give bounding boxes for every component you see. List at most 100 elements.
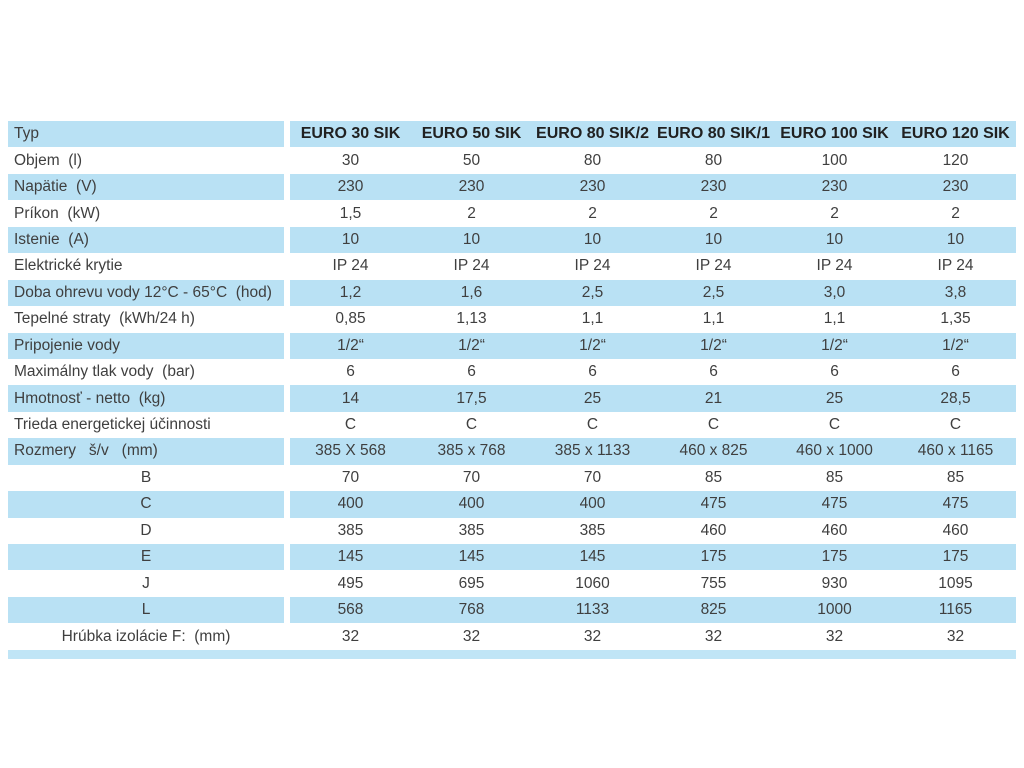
row-label: L (8, 596, 284, 624)
table-cell: 21 (704, 389, 723, 407)
table-cell: 25 (825, 389, 844, 407)
row-label: Trieda energetickej účinnosti (14, 416, 211, 434)
row-label: Tepelné straty (kWh/24 h) (14, 310, 195, 328)
table-cell: 32 (704, 627, 723, 645)
table-cell: 460 x 825 (679, 442, 748, 460)
table-cell: 400 (458, 495, 485, 513)
table-bottom-strip (8, 650, 1016, 659)
table-row: Maximálny tlak vody (bar) 6 6 6 6 6 6 (8, 358, 1016, 386)
row-cells: 385 X 568 385 x 768 385 x 1133 460 x 825 460… (290, 438, 1016, 465)
table-cell: 85 (825, 468, 844, 486)
table-cell: 1/2“ (579, 336, 606, 354)
table-cell: 145 (579, 548, 606, 566)
table-row: Pripojenie vody 1/2“ 1/2“ 1/2“ 1/2“ 1/2“ 1/2“ (8, 332, 1016, 359)
table-cell: 230 (458, 178, 485, 196)
table-row: E 145 145 145 175 175 175 (8, 544, 1016, 571)
table-cell: 10 (583, 230, 602, 248)
table-cell: 85 (704, 468, 723, 486)
row-label: Maximálny tlak vody (bar) (14, 363, 195, 381)
table-cell: 3,0 (823, 283, 846, 301)
table-cell: 385 (579, 521, 606, 539)
table-cell: 10 (825, 230, 844, 248)
table-cell: 400 (337, 495, 364, 513)
table-cell: 385 x 1133 (554, 442, 631, 460)
row-label: C (8, 491, 284, 518)
table-cell: C (707, 416, 720, 434)
table-cell: 1,5 (339, 204, 362, 222)
table-cell: 10 (462, 230, 481, 248)
table-row: Objem (l) 30 50 80 80 100 120 (8, 147, 1016, 174)
table-cell: 28,5 (940, 389, 971, 407)
table-cell: 385 (337, 521, 364, 539)
row-label: Pripojenie vody (8, 332, 284, 359)
table-cell: 475 (942, 495, 969, 513)
table-cell: 6 (830, 363, 839, 381)
table-cell: 1095 (938, 574, 973, 592)
row-label: Napätie (V) (8, 173, 284, 201)
row-cells: 385 385 385 460 460 460 (290, 518, 1016, 544)
table-cell: 1133 (575, 601, 610, 619)
table-cell: 175 (700, 548, 727, 566)
row-cells: 230 230 230 230 230 230 (290, 173, 1016, 201)
table-cell: IP 24 (574, 257, 611, 275)
table-cell: 1,2 (339, 283, 362, 301)
table-cell: 460 (700, 521, 727, 539)
table-cell: 2 (467, 204, 476, 222)
table-row: Doba ohrevu vody 12°C - 65°C (hod) 1,2 1,6… (8, 279, 1016, 307)
table-cell: 768 (458, 601, 485, 619)
table-cell: 100 (821, 151, 848, 169)
table-cell: 1/2“ (458, 336, 485, 354)
table-cell: 17,5 (456, 389, 487, 407)
table-cell: 6 (709, 363, 718, 381)
row-cells: IP 24 IP 24 IP 24 IP 24 IP 24 IP 24 (290, 253, 1016, 279)
row-cells: 70 70 70 85 85 85 (290, 465, 1016, 491)
row-cells: 30 50 80 80 100 120 (290, 147, 1016, 173)
table-cell: IP 24 (816, 257, 853, 275)
table-cell: 568 (337, 601, 364, 619)
table-cell: 1/2“ (821, 336, 848, 354)
table-cell: 1/2“ (942, 336, 969, 354)
table-cell: 70 (583, 468, 602, 486)
table-cell: 3,8 (944, 283, 967, 301)
table-row: Napätie (V) 230 230 230 230 230 230 (8, 173, 1016, 201)
table-cell: C (586, 416, 599, 434)
table-cell: 1,1 (823, 310, 846, 328)
table-cell: 6 (346, 363, 355, 381)
column-header: EURO 30 SIK (300, 125, 401, 143)
row-cells: 14 17,5 25 21 25 28,5 (290, 385, 1016, 412)
row-label: Istenie (A) (8, 226, 284, 254)
row-label: Doba ohrevu vody 12°C - 65°C (hod) (8, 279, 284, 307)
table-cell: IP 24 (695, 257, 732, 275)
table-cell: 2,5 (581, 283, 604, 301)
table-row: L 568 768 1133 825 1000 1165 (8, 596, 1016, 624)
table-cell: 2 (951, 204, 960, 222)
table-cell: 70 (462, 468, 481, 486)
row-cells: 495 695 1060 755 930 1095 (290, 570, 1016, 596)
table-row: Elektrické krytie IP 24 IP 24 IP 24 IP 24 IP … (8, 253, 1016, 280)
table-cell: 32 (583, 627, 602, 645)
table-cell: 1000 (817, 601, 852, 619)
row-cells: 0,85 1,13 1,1 1,1 1,1 1,35 (290, 306, 1016, 332)
row-label: B (140, 468, 152, 486)
table-cell: C (465, 416, 478, 434)
row-label: Hrúbka izolácie F: (mm) (61, 627, 231, 645)
table-cell: 80 (583, 151, 602, 169)
table-cell: 385 x 768 (437, 442, 506, 460)
table-cell: 80 (704, 151, 723, 169)
table-cell: 495 (337, 574, 364, 592)
table-cell: 230 (579, 178, 606, 196)
table-row: B 70 70 70 85 85 85 (8, 464, 1016, 492)
table-cell: 30 (341, 151, 360, 169)
table-cell: 70 (341, 468, 360, 486)
table-cell: 695 (458, 574, 485, 592)
row-label: D (140, 521, 152, 539)
table-cell: C (344, 416, 357, 434)
row-cells: 32 32 32 32 32 32 (290, 623, 1016, 649)
table-cell: C (828, 416, 841, 434)
table-row: C 400 400 400 475 475 475 (8, 491, 1016, 518)
table-cell: 2 (709, 204, 718, 222)
table-cell: 230 (337, 178, 364, 196)
table-row: Tepelné straty (kWh/24 h) 0,85 1,13 1,1 1,1 1… (8, 306, 1016, 333)
table-cell: IP 24 (332, 257, 369, 275)
